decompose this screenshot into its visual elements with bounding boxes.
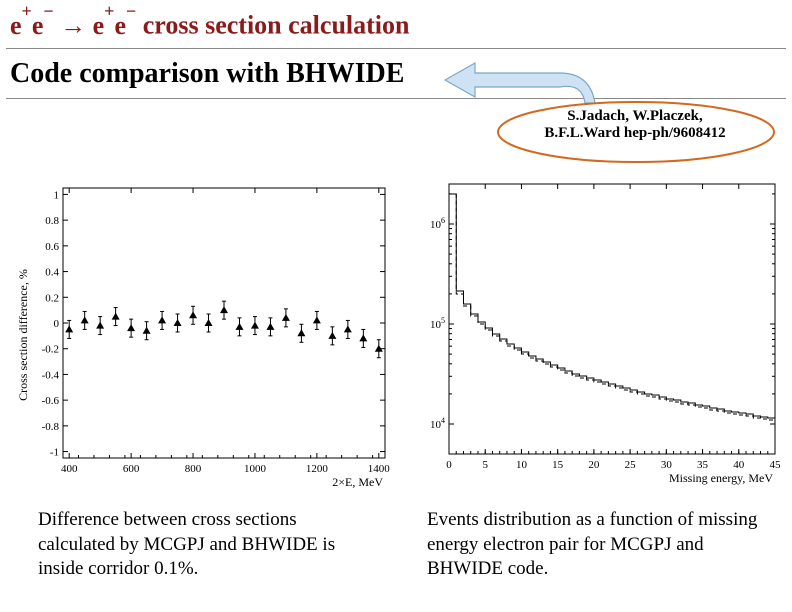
svg-text:0.6: 0.6 (45, 241, 59, 253)
svg-text:1: 1 (54, 189, 60, 201)
divider-1 (6, 48, 786, 49)
page-title-line1: e+e− → e+e− cross section calculation (10, 8, 409, 41)
svg-text:400: 400 (61, 463, 78, 475)
citation-box: S.Jadach, W.Placzek, B.F.L.Ward hep-ph/9… (505, 108, 765, 158)
svg-text:-0.6: -0.6 (42, 395, 60, 407)
svg-text:20: 20 (588, 459, 600, 471)
caption-left: Difference between cross sections calcul… (38, 508, 378, 582)
svg-text:5: 5 (482, 459, 488, 471)
svg-text:15: 15 (552, 459, 564, 471)
svg-text:25: 25 (625, 459, 637, 471)
svg-text:2×E, MeV: 2×E, MeV (332, 475, 383, 489)
svg-text:35: 35 (697, 459, 709, 471)
svg-text:Missing energy, MeV: Missing energy, MeV (669, 471, 773, 485)
svg-text:105: 105 (430, 316, 445, 331)
svg-text:1000: 1000 (244, 463, 267, 475)
svg-text:0: 0 (54, 318, 60, 330)
svg-text:0.2: 0.2 (45, 292, 59, 304)
svg-text:-1: -1 (50, 447, 59, 459)
svg-text:1200: 1200 (306, 463, 329, 475)
svg-text:800: 800 (185, 463, 202, 475)
svg-text:0.8: 0.8 (45, 215, 59, 227)
svg-text:0.4: 0.4 (45, 267, 59, 279)
title-main: cross section calculation (136, 11, 409, 40)
svg-text:0: 0 (446, 459, 452, 471)
svg-text:40: 40 (733, 459, 745, 471)
svg-text:-0.8: -0.8 (42, 421, 60, 433)
citation-line1: S.Jadach, W.Placzek, (505, 108, 765, 125)
reaction-text: e+e− → e+e− (10, 11, 136, 40)
svg-text:104: 104 (430, 416, 445, 431)
page-title-line2: Code comparison with BHWIDE (10, 58, 404, 90)
divider-2 (6, 98, 786, 99)
svg-text:30: 30 (661, 459, 673, 471)
svg-text:-0.4: -0.4 (42, 369, 60, 381)
caption-right: Events distribution as a function of mis… (427, 508, 777, 582)
svg-text:600: 600 (123, 463, 140, 475)
svg-text:Cross section difference, %: Cross section difference, % (16, 269, 30, 401)
svg-text:106: 106 (430, 216, 445, 231)
chart-cross-section-diff: -1-0.8-0.6-0.4-0.200.20.40.60.8140060080… (15, 180, 395, 490)
svg-text:1400: 1400 (368, 463, 391, 475)
svg-text:-0.2: -0.2 (42, 344, 59, 356)
svg-text:45: 45 (770, 459, 782, 471)
svg-text:10: 10 (516, 459, 528, 471)
chart-missing-energy: 104 105 106 0 5 10 15 20 25 30 35 40 45Missing energ… (405, 176, 785, 486)
citation-line2: B.F.L.Ward hep-ph/9608412 (505, 125, 765, 142)
